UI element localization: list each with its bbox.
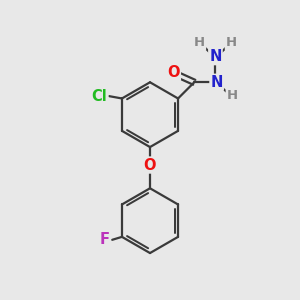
Text: N: N	[209, 49, 222, 64]
Text: O: O	[144, 158, 156, 172]
Text: Cl: Cl	[92, 88, 107, 104]
Text: O: O	[167, 65, 180, 80]
Text: F: F	[100, 232, 110, 247]
Text: H: H	[227, 89, 238, 102]
Text: H: H	[194, 36, 205, 49]
Text: N: N	[210, 75, 223, 90]
Text: H: H	[226, 36, 237, 49]
